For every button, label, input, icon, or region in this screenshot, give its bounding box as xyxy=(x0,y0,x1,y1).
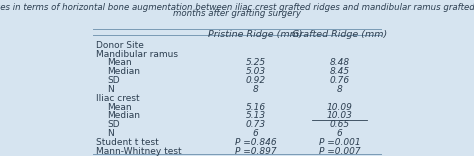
Text: Grafted Ridge (mm): Grafted Ridge (mm) xyxy=(292,30,387,39)
Text: 5.16: 5.16 xyxy=(246,103,266,112)
Text: Mean: Mean xyxy=(107,103,132,112)
Text: P =0.007: P =0.007 xyxy=(319,147,360,156)
Text: Mandibular ramus: Mandibular ramus xyxy=(96,49,178,58)
Text: 0.65: 0.65 xyxy=(329,120,349,129)
Text: 0.76: 0.76 xyxy=(329,76,349,85)
Text: 10.03: 10.03 xyxy=(327,111,352,120)
Text: 8: 8 xyxy=(337,85,342,94)
Text: Mean: Mean xyxy=(107,58,132,67)
Text: 0.92: 0.92 xyxy=(246,76,266,85)
Text: Iliac crest: Iliac crest xyxy=(96,94,139,103)
Text: Donor Site: Donor Site xyxy=(96,41,144,50)
Text: Pristine Ridge (mm): Pristine Ridge (mm) xyxy=(209,30,303,39)
Text: SD: SD xyxy=(107,120,120,129)
Text: Differences in terms of horizontal bone augmentation between iliac crest grafted: Differences in terms of horizontal bone … xyxy=(0,3,474,12)
Text: Median: Median xyxy=(107,67,140,76)
Text: P =0.001: P =0.001 xyxy=(319,138,360,147)
Text: 10.09: 10.09 xyxy=(327,103,352,112)
Text: 5.25: 5.25 xyxy=(246,58,266,67)
Text: months after grafting surgery: months after grafting surgery xyxy=(173,9,301,17)
Text: N: N xyxy=(107,85,114,94)
Text: 6: 6 xyxy=(337,129,342,138)
Text: 5.03: 5.03 xyxy=(246,67,266,76)
Text: SD: SD xyxy=(107,76,120,85)
Text: Student t test: Student t test xyxy=(96,138,158,147)
Text: P =0.897: P =0.897 xyxy=(235,147,276,156)
Text: 8: 8 xyxy=(253,85,259,94)
Text: Median: Median xyxy=(107,111,140,120)
Text: 8.48: 8.48 xyxy=(329,58,349,67)
Text: N: N xyxy=(107,129,114,138)
Text: P =0.846: P =0.846 xyxy=(235,138,276,147)
Text: 0.73: 0.73 xyxy=(246,120,266,129)
Text: 8.45: 8.45 xyxy=(329,67,349,76)
Text: 6: 6 xyxy=(253,129,259,138)
Text: 5.13: 5.13 xyxy=(246,111,266,120)
Text: Mann-Whitney test: Mann-Whitney test xyxy=(96,147,181,156)
